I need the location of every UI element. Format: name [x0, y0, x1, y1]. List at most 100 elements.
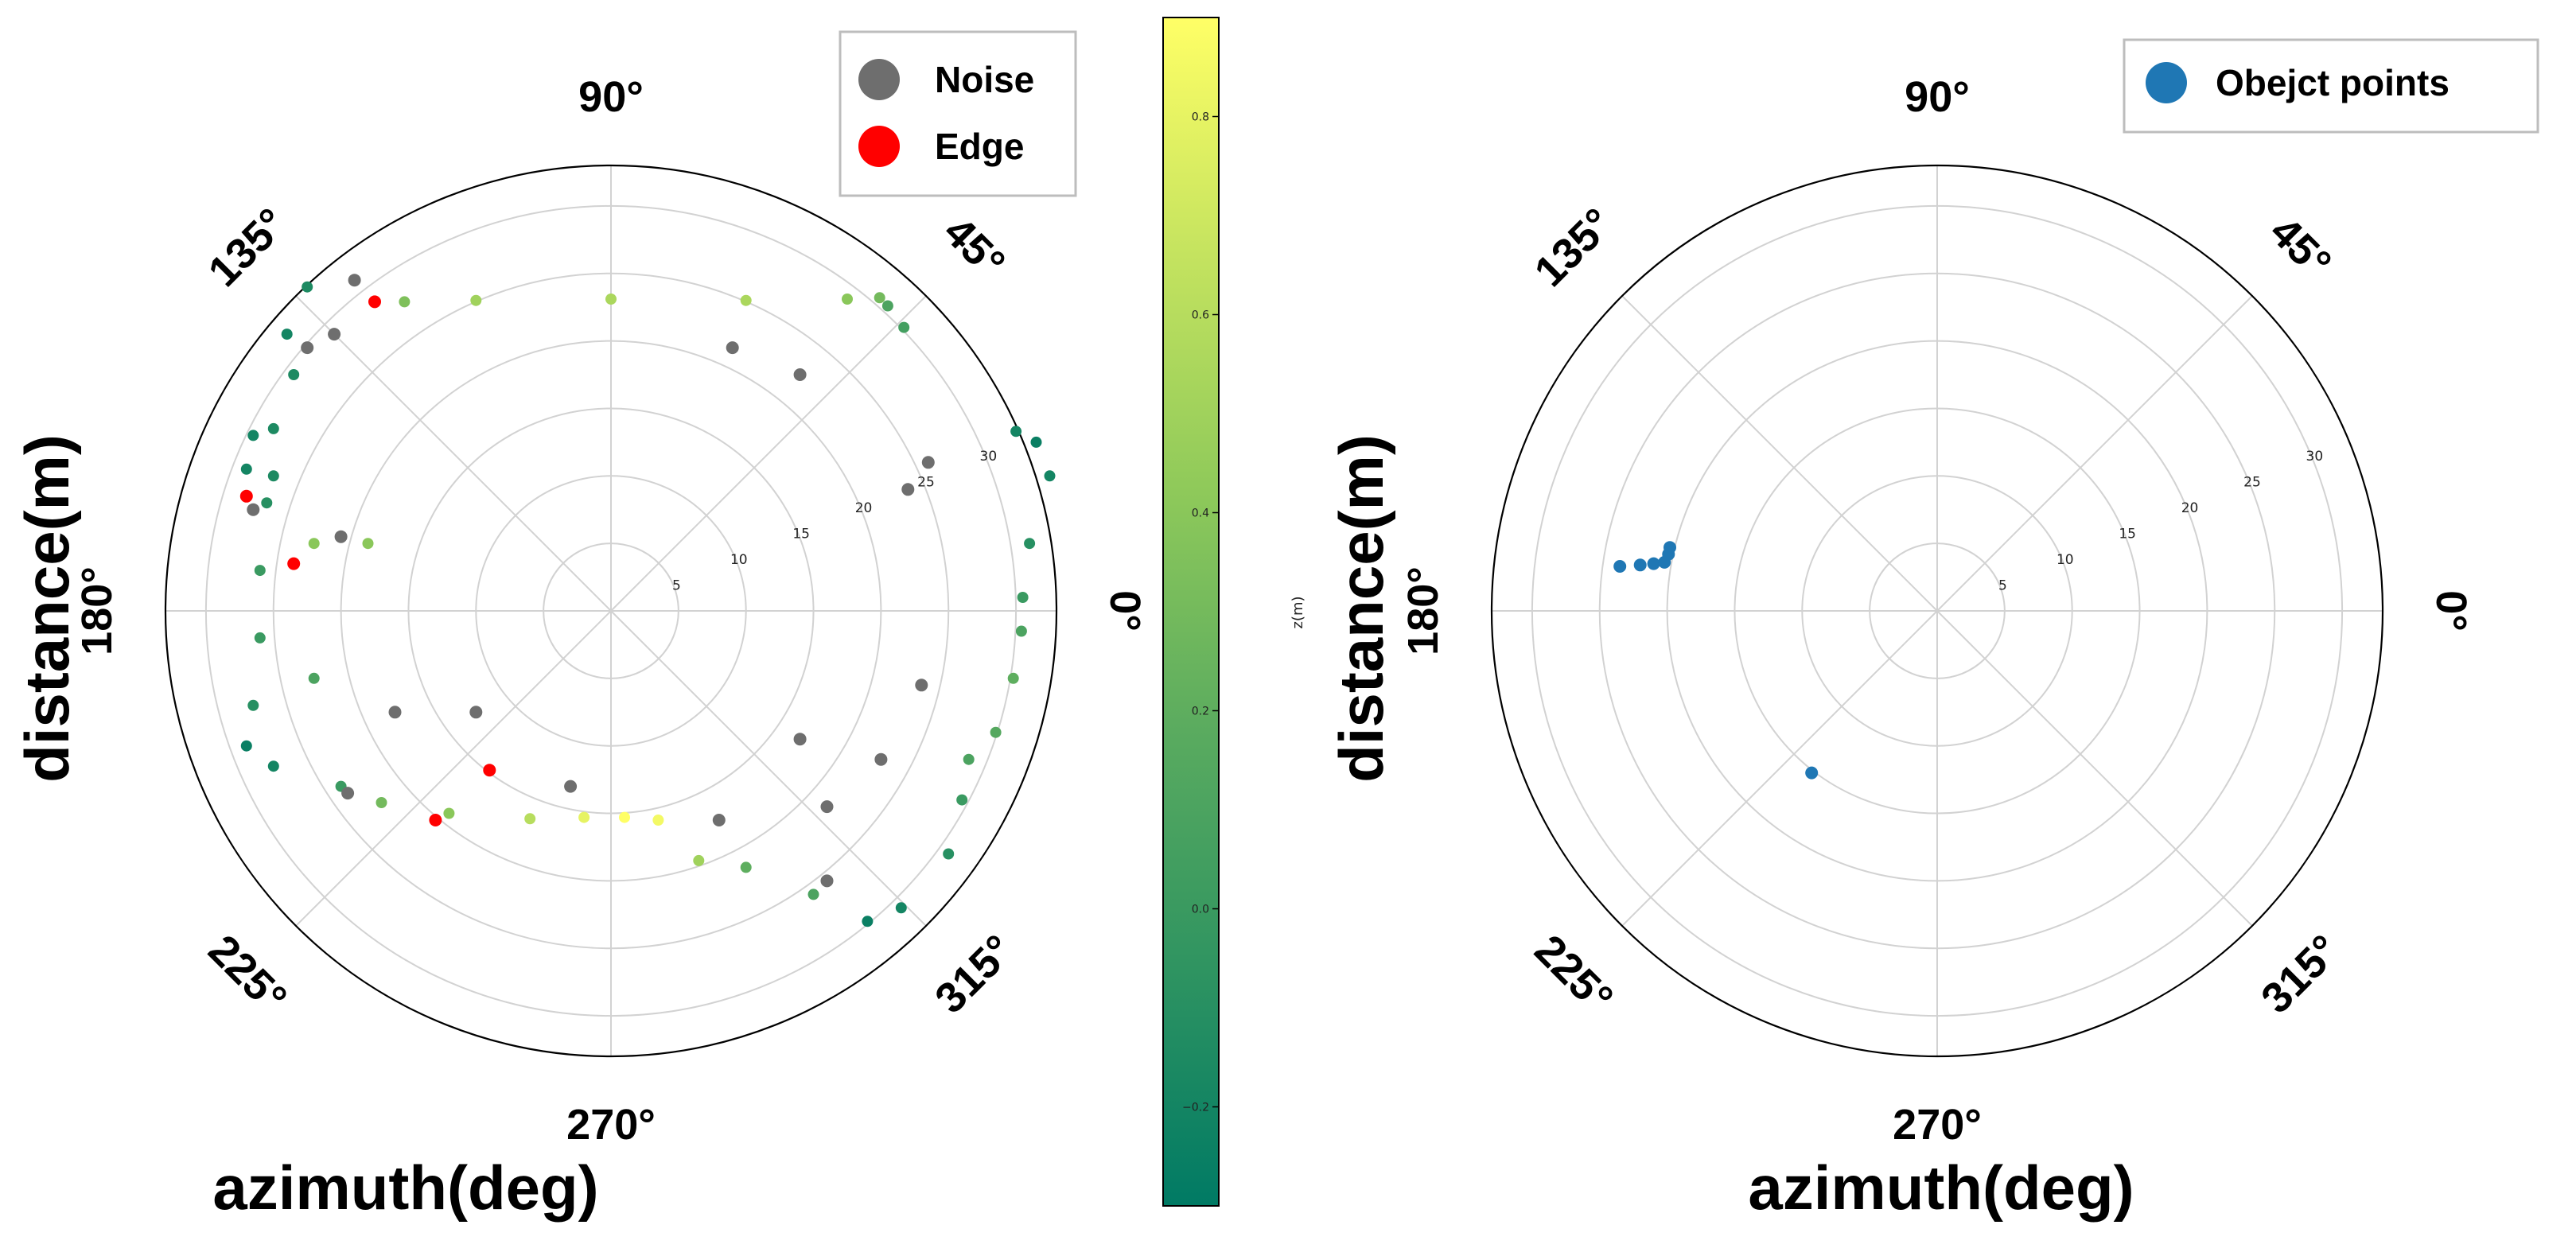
wall-point [740, 294, 752, 306]
edge-point [429, 814, 442, 826]
legend-label-edge: Edge [935, 126, 1024, 167]
wall-point [1017, 592, 1029, 603]
angle-tick-label: 135° [199, 199, 295, 295]
r-tick-label: 20 [2181, 500, 2199, 516]
wall-point [943, 848, 955, 860]
r-tick-label: 30 [980, 449, 998, 465]
angle-gridline [1936, 295, 2253, 612]
r-tick-label: 15 [792, 527, 810, 542]
wall-point [1044, 470, 1056, 482]
angle-gridline [1621, 295, 1938, 612]
right-polar-plot: 5 10 15 20 25 30 0° 45° 90° 135° 180° 22… [1326, 38, 2539, 1223]
noise-point [247, 503, 260, 516]
angle-tick-label: 45° [935, 208, 1014, 287]
wall-point [895, 902, 907, 914]
wall-point [578, 811, 590, 823]
wall-point [267, 422, 279, 434]
object-point [1664, 541, 1676, 554]
wall-point [807, 889, 819, 900]
r-tick-label: 30 [2306, 449, 2324, 465]
angle-gridline [610, 295, 927, 612]
r-tick-label: 25 [2243, 475, 2261, 491]
wall-point [302, 281, 313, 293]
wall-point [842, 294, 853, 305]
angle-tick-label: 90° [1905, 73, 1970, 121]
angle-tick-label: 180° [1399, 566, 1447, 655]
wall-point [956, 794, 968, 806]
noise-point [388, 706, 402, 719]
legend-box [2123, 38, 2539, 134]
colorbar-tick-label: 0.2 [1192, 706, 1209, 718]
left-x-axis-label: azimuth(deg) [212, 1153, 598, 1223]
wall-point [881, 300, 893, 312]
wall-point [308, 538, 320, 550]
r-tick-label: 15 [2119, 527, 2136, 542]
noise-point [301, 341, 314, 355]
angle-gridline [295, 295, 612, 612]
wall-point [247, 699, 259, 711]
wall-point [362, 538, 374, 550]
object-point [1647, 557, 1660, 570]
wall-point [308, 672, 320, 684]
legend-box [839, 30, 1077, 197]
object-point [1613, 560, 1627, 573]
wall-point [652, 815, 664, 826]
wall-point [990, 726, 1002, 738]
wall-point [247, 430, 259, 441]
r-tick-label: 10 [730, 552, 748, 568]
wall-point [240, 740, 252, 752]
edge-point [239, 489, 253, 503]
noise-point [469, 706, 483, 719]
legend-label-noise: Noise [935, 59, 1034, 100]
wall-point [1015, 625, 1027, 637]
colorbar-tick-label: 0.6 [1192, 309, 1209, 322]
polar-frame [164, 164, 1058, 1058]
angle-tick-label: 90° [578, 73, 644, 121]
noise-point [726, 341, 739, 355]
edge-point [483, 764, 496, 777]
wall-point [281, 329, 293, 340]
angle-tick-label: 315° [2252, 926, 2348, 1022]
noise-point [915, 679, 928, 692]
wall-point [1010, 426, 1022, 437]
left-polar-plot: 5 10 15 20 25 30 0° 45° 90° 135° 180° 22… [12, 30, 1149, 1223]
edge-legend-marker [858, 126, 900, 167]
right-legend: Obejct points [2123, 38, 2539, 134]
angle-tick-label: 270° [566, 1101, 656, 1149]
right-x-axis-label: azimuth(deg) [1748, 1153, 2134, 1223]
right-y-axis-label: distance(m) [1326, 434, 1396, 783]
wall-point [1024, 538, 1036, 550]
edge-point [368, 295, 381, 309]
angle-gridline [295, 610, 612, 927]
wall-point [524, 813, 536, 825]
object-legend-marker [2146, 62, 2187, 103]
colorbar: −0.2 0.0 0.2 0.4 0.6 0.8 z(m) [1162, 17, 1306, 1207]
angle-gridline [1936, 610, 2253, 927]
r-tick-label: 10 [2057, 552, 2074, 568]
noise-point [334, 530, 348, 543]
noise-point [328, 328, 341, 341]
legend-label-object-points: Obejct points [2216, 62, 2450, 103]
wall-point [898, 321, 910, 333]
wall-point [267, 470, 279, 482]
angle-tick-label: 0° [2427, 590, 2475, 632]
wall-point [399, 296, 411, 308]
left-y-axis-label: distance(m) [12, 434, 82, 783]
wall-point [254, 565, 266, 577]
colorbar-tick-label: 0.8 [1192, 111, 1209, 124]
edge-point [287, 557, 301, 570]
r-tick-label: 5 [1998, 578, 2007, 594]
wall-point [443, 807, 455, 819]
object-point [1633, 558, 1647, 572]
left-polar-data [239, 274, 1056, 927]
wall-point [693, 854, 705, 866]
noise-point [820, 874, 834, 888]
wall-point [376, 797, 387, 808]
left-polar-grid [164, 164, 1058, 1058]
noise-point [793, 368, 807, 381]
wall-point [874, 292, 885, 304]
angle-tick-label: 270° [1893, 1101, 1982, 1149]
noise-point [793, 733, 807, 746]
wall-point [619, 811, 630, 823]
left-radial-tick-labels: 5 10 15 20 25 30 [672, 449, 997, 593]
